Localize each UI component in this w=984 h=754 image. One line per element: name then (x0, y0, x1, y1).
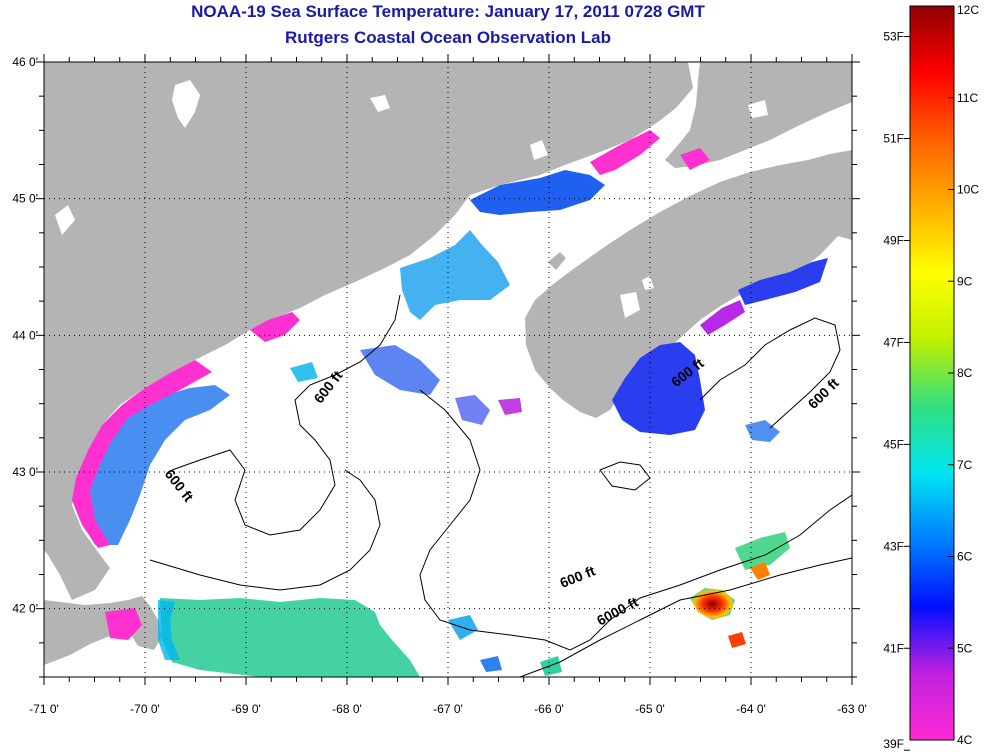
bathymetry-contours (149, 294, 852, 677)
contour-600ft-gulf-west (171, 294, 401, 536)
longitude-label: -64 0' (736, 702, 766, 716)
map-subtitle: Rutgers Coastal Ocean Observation Lab (285, 28, 611, 47)
sst-fundy-head-cold (680, 148, 710, 170)
colorbar-celsius-labels: 12C 11C 10C 9C 8C 7C 6C 5C 4C (948, 3, 979, 747)
sst-gulf-maine-west (72, 385, 230, 545)
contour-600ft-gulf-east (419, 389, 852, 651)
longitude-label: -65 0' (635, 702, 665, 716)
colorbar-fahrenheit-label: 47F (883, 335, 904, 349)
colorbar-scale (909, 5, 955, 741)
land-areas (44, 62, 852, 665)
colorbar-celsius-label: 10C (957, 183, 979, 197)
colorbar-celsius-label: 9C (957, 274, 973, 288)
sst-basin-patch-i (498, 398, 522, 415)
longitude-label: -63 0' (837, 702, 867, 716)
colorbar-celsius-label: 6C (957, 550, 973, 564)
colorbar-fahrenheit-label: 45F (883, 437, 904, 451)
sst-data-overlay (72, 130, 828, 677)
sst-scotian-east (738, 258, 828, 305)
colorbar-fahrenheit-label: 43F (883, 539, 904, 553)
axis-ticks (36, 54, 860, 685)
sst-nantucket-cool-edge (158, 600, 180, 660)
map-panel: -71 0' -70 0' -69 0' -68 0' -67 0' -66 0' -65 … (12, 54, 867, 716)
contour-600ft-georges-bank (149, 469, 381, 591)
sst-basin-patch-k (745, 420, 780, 442)
latitude-label: 45 0' (12, 192, 38, 206)
colorbar-celsius-label: 4C (957, 733, 973, 747)
land-new-england-maine (44, 62, 693, 600)
sst-coastal-cold-maine (250, 312, 300, 342)
land-grand-manan (548, 252, 566, 270)
longitude-label: -70 0' (130, 702, 160, 716)
longitude-label: -66 0' (534, 702, 564, 716)
longitude-label: -71 0' (29, 702, 59, 716)
latitude-label: 42 0' (12, 602, 38, 616)
colorbar-celsius-label: 8C (957, 366, 973, 380)
contour-6000ft (519, 557, 852, 677)
latitude-label: 46 0' (12, 55, 38, 69)
map-title: NOAA-19 Sea Surface Temperature: January… (191, 2, 705, 21)
colorbar-celsius-label: 12C (957, 3, 979, 17)
sst-cape-cod-bay-cold (105, 608, 142, 640)
longitude-label: -69 0' (231, 702, 261, 716)
longitude-labels: -71 0' -70 0' -69 0' -68 0' -67 0' -66 0' -65 … (29, 702, 867, 716)
sst-coastal-cold-south (72, 360, 212, 548)
colorbar-celsius-label: 11C (957, 91, 978, 105)
sst-fundy-cold (590, 130, 660, 175)
longitude-label: -67 0' (433, 702, 463, 716)
sst-penobscot-plume (400, 230, 510, 320)
land-nova-scotia (525, 150, 852, 418)
sst-bay-of-fundy-entrance (470, 170, 605, 215)
colorbar-celsius-label: 7C (957, 458, 973, 472)
colorbar-fahrenheit-label: 53F (883, 30, 904, 44)
sst-scotian-nearshore (612, 342, 705, 435)
longitude-label: -68 0' (332, 702, 362, 716)
colorbar-fahrenheit-label: 41F (883, 641, 904, 655)
sst-basin-patch-h (455, 395, 490, 425)
sst-basin-patch-j (290, 362, 318, 382)
colorbar-fahrenheit-labels: 53F 51F 49F 47F 45F 43F 41F 39F (883, 30, 910, 751)
sst-offshore-patch-e (480, 656, 502, 672)
sst-nantucket-shoals (160, 598, 420, 677)
colorbar-fahrenheit-label: 49F (883, 233, 904, 247)
sst-slope-patch-c (728, 632, 746, 648)
colorbar-fahrenheit-label: 51F (883, 132, 904, 146)
sst-basin-patch-g (360, 345, 440, 395)
lakes (55, 80, 768, 318)
latitude-label: 43 0' (12, 465, 38, 479)
colorbar: 12C 11C 10C 9C 8C 7C 6C 5C 4C 53F 51F 49F 47F 45F 43F… (883, 3, 979, 751)
sst-offshore-patch-f (540, 656, 562, 676)
contour-600ft-scotian (699, 317, 841, 429)
colorbar-celsius-label: 5C (957, 641, 973, 655)
sst-scotian-east-cold (700, 300, 745, 335)
colorbar-fahrenheit-label: 39F (883, 737, 904, 751)
latitude-labels: 46 0' 45 0' 44 0' 43 0' 42 0' (12, 55, 38, 616)
sst-slope-patch-b (750, 562, 770, 580)
latitude-label: 44 0' (12, 328, 38, 342)
